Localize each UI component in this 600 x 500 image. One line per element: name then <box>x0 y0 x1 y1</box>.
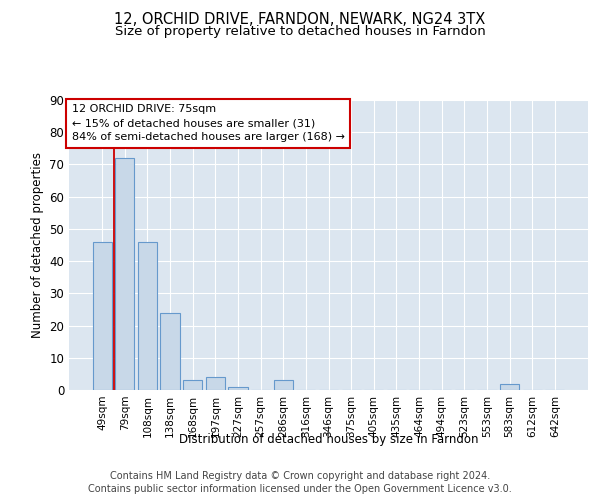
Bar <box>229 387 248 390</box>
Bar <box>115 158 134 390</box>
Text: Contains public sector information licensed under the Open Government Licence v3: Contains public sector information licen… <box>88 484 512 494</box>
Text: Contains HM Land Registry data © Crown copyright and database right 2024.: Contains HM Land Registry data © Crown c… <box>110 471 490 481</box>
Bar <box>206 377 225 390</box>
Bar <box>183 380 202 390</box>
Bar <box>138 242 157 390</box>
Text: Distribution of detached houses by size in Farndon: Distribution of detached houses by size … <box>179 432 479 446</box>
Text: Size of property relative to detached houses in Farndon: Size of property relative to detached ho… <box>115 25 485 38</box>
Y-axis label: Number of detached properties: Number of detached properties <box>31 152 44 338</box>
Text: 12, ORCHID DRIVE, FARNDON, NEWARK, NG24 3TX: 12, ORCHID DRIVE, FARNDON, NEWARK, NG24 … <box>115 12 485 28</box>
Bar <box>160 312 180 390</box>
Text: 12 ORCHID DRIVE: 75sqm
← 15% of detached houses are smaller (31)
84% of semi-det: 12 ORCHID DRIVE: 75sqm ← 15% of detached… <box>71 104 344 142</box>
Bar <box>92 242 112 390</box>
Bar <box>274 380 293 390</box>
Bar <box>500 384 519 390</box>
